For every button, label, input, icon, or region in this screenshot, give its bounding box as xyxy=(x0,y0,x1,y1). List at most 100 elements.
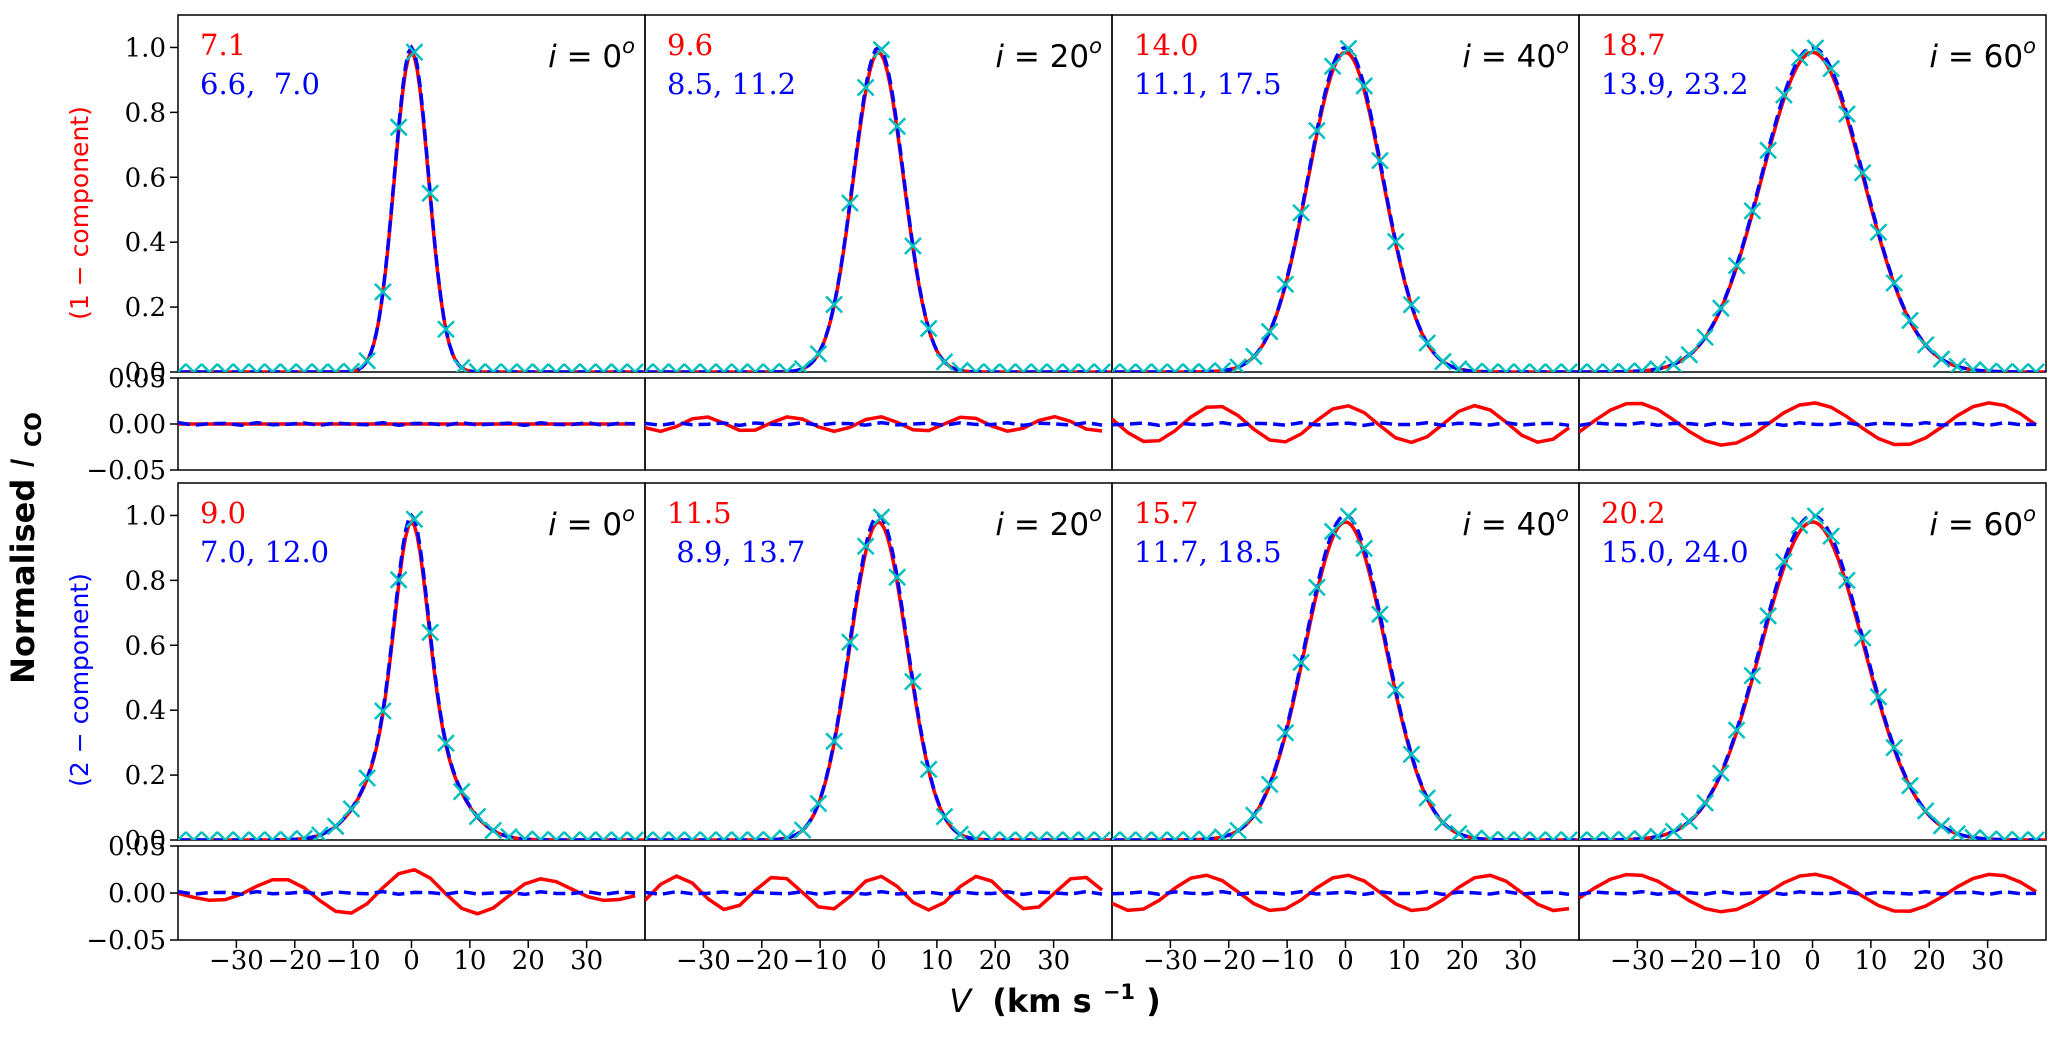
y-tick-label: 0.8 xyxy=(125,98,166,128)
data-point-marker xyxy=(1932,816,1951,835)
data-point-marker xyxy=(374,702,392,720)
data-point-marker xyxy=(1995,362,2014,372)
data-point-marker xyxy=(1585,363,1604,372)
data-point-marker xyxy=(1869,223,1888,242)
x-axis-title-close: ) xyxy=(1146,982,1161,1020)
y-axis-title-subscript: CO xyxy=(22,412,47,447)
data-point-marker xyxy=(1014,831,1033,840)
panel-row1-col3: 14.0 11.1, 17.5 i = 40o xyxy=(1111,14,1580,471)
data-point-marker xyxy=(935,353,954,371)
one-component-width-label: 9.6 xyxy=(667,28,713,62)
data-point-marker xyxy=(421,623,440,642)
data-point-marker xyxy=(1528,363,1547,372)
data-point-marker xyxy=(1806,39,1825,57)
data-point-marker xyxy=(777,362,796,372)
y-tick-label: 0.0 xyxy=(125,826,166,856)
data-point-marker xyxy=(594,363,613,372)
data-point-marker xyxy=(998,363,1017,372)
data-point-marker xyxy=(651,831,670,840)
data-point-marker xyxy=(547,363,566,372)
data-point-marker xyxy=(1061,831,1080,840)
data-point-marker xyxy=(1790,48,1809,67)
data-point-marker xyxy=(452,782,471,801)
one-component-width-label: 15.7 xyxy=(1134,496,1199,530)
one-component-width-label: 20.2 xyxy=(1601,496,1666,530)
data-point-marker xyxy=(515,363,534,372)
y-axis-title: Normalised I CO xyxy=(4,412,47,684)
data-point-marker xyxy=(1030,363,1048,372)
data-point-marker xyxy=(2011,363,2030,372)
data-point-marker xyxy=(1308,578,1326,597)
x-axis-title-symbol: V xyxy=(949,982,973,1020)
data-point-marker xyxy=(730,831,749,840)
one-component-residual-line xyxy=(1112,873,1570,913)
data-point-marker xyxy=(1979,362,1998,372)
data-point-marker xyxy=(1465,829,1484,840)
data-point-marker xyxy=(2027,363,2045,372)
data-point-marker xyxy=(1995,830,2014,840)
data-point-marker xyxy=(1371,151,1389,170)
main-plot-area xyxy=(645,508,1112,840)
svg-text:V (km s −1 ): V (km s −1 ) xyxy=(949,969,1161,1020)
inclination-label: i = 0o xyxy=(548,502,635,543)
x-tick-label: 0 xyxy=(403,946,420,976)
data-point-marker xyxy=(500,827,518,840)
data-point-marker xyxy=(500,363,518,372)
data-point-marker xyxy=(1560,363,1578,372)
data-point-marker xyxy=(667,363,686,372)
x-axis-title-exponent: −1 xyxy=(1103,980,1135,1004)
y-tick-label: −0.05 xyxy=(86,926,166,956)
data-point-marker xyxy=(856,78,875,97)
data-point-marker xyxy=(777,829,796,840)
data-point-marker xyxy=(1292,653,1311,672)
data-point-marker xyxy=(1806,507,1825,525)
data-point-marker xyxy=(1633,361,1651,372)
panel-row1-col2: 9.6 8.5, 11.2 i = 20o xyxy=(644,14,1113,471)
data-point-marker xyxy=(1885,738,1904,757)
one-component-fit-line xyxy=(645,519,1112,840)
data-point-marker xyxy=(1790,516,1809,535)
data-point-marker xyxy=(1528,831,1547,840)
data-point-marker xyxy=(1339,507,1358,526)
data-point-marker xyxy=(967,362,985,372)
data-point-marker xyxy=(421,184,440,203)
data-point-marker xyxy=(1014,363,1033,372)
residual-plot-area xyxy=(178,867,636,916)
y-tick-label: 0.05 xyxy=(108,832,166,862)
data-point-marker xyxy=(279,830,298,840)
data-point-marker xyxy=(1497,830,1515,840)
x-tick-label: −20 xyxy=(267,946,322,976)
data-point-marker xyxy=(1386,232,1405,251)
x-tick-label: 20 xyxy=(1446,946,1479,976)
data-point-marker xyxy=(358,769,377,787)
data-point-marker xyxy=(1822,527,1841,545)
data-point-marker xyxy=(1118,831,1137,840)
panel-grid: 0.00.20.40.60.81.0−0.050.000.057.16.6, 7… xyxy=(86,14,2047,976)
data-point-marker xyxy=(888,568,907,587)
data-point-marker xyxy=(825,732,844,751)
data-point-marker xyxy=(1544,831,1563,840)
data-point-marker xyxy=(1197,362,1216,372)
data-point-marker xyxy=(389,118,408,137)
y-tick-label: 1.0 xyxy=(125,33,166,63)
data-point-marker xyxy=(578,363,597,372)
row-label-two-component: (2 − component) xyxy=(65,573,94,787)
data-point-marker xyxy=(1617,362,1636,372)
data-point-marker xyxy=(1308,121,1326,140)
two-component-width-label: 11.7, 18.5 xyxy=(1134,535,1282,569)
data-point-marker xyxy=(1449,824,1468,840)
two-component-residual-line xyxy=(645,889,1103,897)
x-tick-label: −10 xyxy=(793,946,848,976)
data-point-marker xyxy=(1512,363,1531,372)
one-component-residual-line xyxy=(1112,403,1571,445)
data-point-marker xyxy=(1093,831,1111,840)
data-point-marker xyxy=(531,830,550,840)
data-point-marker xyxy=(1680,812,1699,831)
data-point-marker xyxy=(1244,806,1263,825)
data-point-marker xyxy=(1916,336,1935,354)
one-component-width-label: 11.5 xyxy=(667,496,732,530)
main-plot-area xyxy=(1112,507,1579,840)
data-point-marker xyxy=(452,358,471,372)
data-point-marker xyxy=(1727,256,1746,275)
